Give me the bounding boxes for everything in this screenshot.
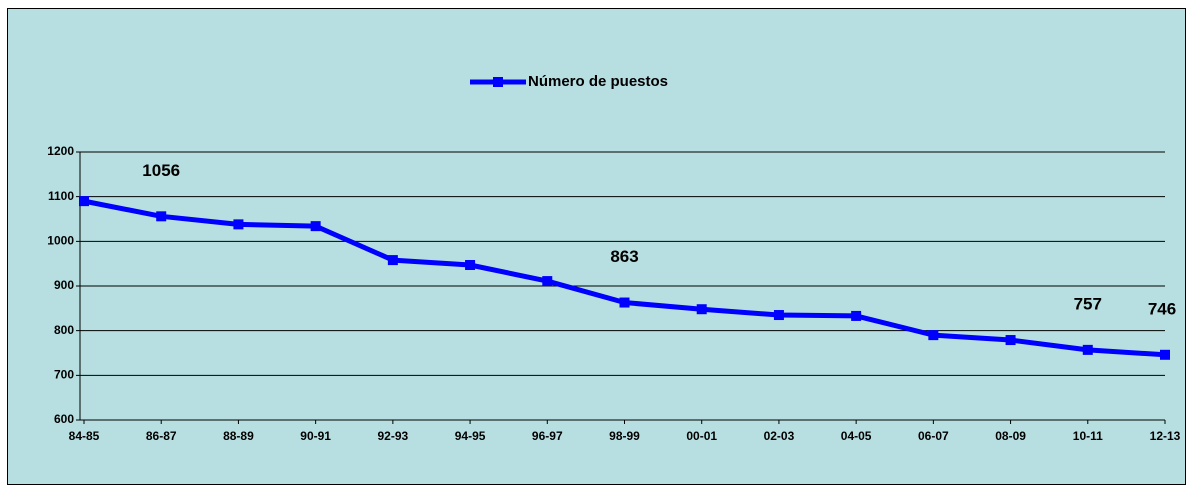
- point-marker: [851, 310, 862, 321]
- x-tick-label: 84-85: [69, 429, 100, 443]
- x-tick-label: 12-13: [1150, 429, 1181, 443]
- legend-marker: [493, 77, 503, 87]
- point-marker: [387, 255, 398, 266]
- y-tick-label: 1200: [47, 144, 74, 158]
- point-marker: [1160, 349, 1170, 360]
- point-marker: [542, 276, 553, 287]
- y-tick-label: 900: [54, 278, 74, 292]
- data-label: 757: [1074, 294, 1102, 313]
- x-tick-label: 92-93: [378, 429, 409, 443]
- x-tick-label: 10-11: [1073, 429, 1103, 443]
- point-marker: [773, 310, 784, 321]
- point-marker: [928, 330, 939, 341]
- chart-frame: [7, 8, 1186, 485]
- data-label: 746: [1148, 299, 1176, 318]
- y-tick-label: 800: [54, 323, 74, 337]
- point-marker: [619, 297, 630, 308]
- data-label: 1056: [142, 161, 180, 180]
- x-tick-label: 08-09: [995, 429, 1026, 443]
- point-marker: [156, 211, 167, 222]
- x-tick-label: 98-99: [609, 429, 640, 443]
- point-marker: [696, 304, 707, 315]
- point-marker: [1005, 335, 1016, 346]
- point-marker: [79, 196, 89, 207]
- legend-label: Número de puestos: [528, 73, 668, 90]
- y-tick-label: 700: [54, 368, 74, 382]
- x-tick-label: 86-87: [146, 429, 177, 443]
- y-tick-label: 1000: [47, 234, 74, 248]
- x-tick-label: 04-05: [841, 429, 872, 443]
- x-tick-label: 90-91: [300, 429, 331, 443]
- point-marker: [233, 219, 244, 230]
- y-tick-label: 600: [54, 412, 74, 426]
- x-tick-label: 06-07: [918, 429, 949, 443]
- y-tick-label: 1100: [48, 189, 74, 203]
- x-tick-label: 96-97: [532, 429, 563, 443]
- point-marker: [310, 221, 321, 232]
- x-tick-label: 94-95: [455, 429, 486, 443]
- x-tick-label: 02-03: [764, 429, 795, 443]
- x-tick-label: 00-01: [686, 429, 717, 443]
- data-label: 863: [610, 247, 638, 266]
- point-marker: [1082, 344, 1093, 355]
- point-marker: [465, 260, 476, 271]
- x-tick-label: 88-89: [223, 429, 254, 443]
